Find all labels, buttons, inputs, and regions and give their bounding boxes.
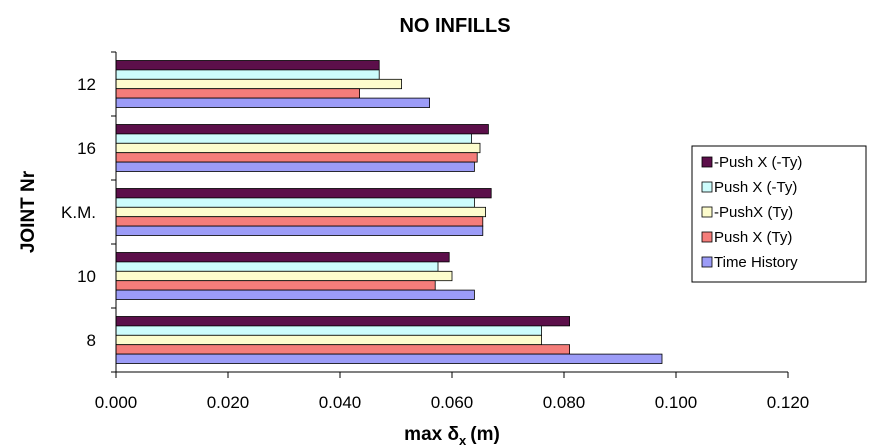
legend-label: -PushX (Ty) [714, 204, 793, 221]
bar [115, 216, 484, 227]
x-tick-label: 0.080 [543, 393, 586, 412]
x-axis-title: max δx (m) [404, 424, 500, 448]
bar [115, 206, 487, 218]
x-axis-title-unit: (m) [470, 424, 500, 445]
bar [115, 188, 492, 199]
x-tick-label: 0.000 [95, 393, 138, 412]
legend-label: Push X (Ty) [714, 229, 792, 246]
bar [115, 142, 481, 154]
y-axis-title: JOINT Nr [18, 170, 39, 253]
legend-swatch [701, 231, 713, 243]
bar [115, 60, 380, 71]
x-tick-label: 0.060 [431, 393, 474, 412]
bar [115, 161, 475, 172]
bar [115, 197, 475, 208]
legend-swatch [701, 156, 713, 168]
bar [115, 252, 450, 263]
bar [115, 133, 473, 144]
bar [115, 78, 403, 90]
y-tick-label: 12 [77, 75, 96, 94]
bar [115, 152, 478, 163]
bar [115, 270, 453, 282]
bar [115, 289, 475, 300]
bar [115, 261, 439, 272]
x-tick-label: 0.020 [207, 393, 250, 412]
x-axis-title-main: max δ [404, 424, 459, 445]
bar [115, 325, 543, 336]
bar [115, 88, 361, 99]
y-tick-label: 10 [77, 267, 96, 286]
legend-label: Time History [714, 254, 798, 271]
bar [115, 280, 436, 291]
y-tick-label: 16 [77, 139, 96, 158]
bar [115, 344, 571, 355]
legend-swatch [701, 256, 713, 268]
bar [115, 124, 489, 135]
bar [115, 316, 571, 327]
x-tick-label: 0.100 [655, 393, 698, 412]
y-tick-label: 8 [87, 331, 96, 350]
bar [115, 69, 380, 80]
chart-title: NO INFILLS [399, 15, 510, 37]
legend-swatch [701, 181, 713, 193]
legend-box [691, 145, 867, 283]
bar [115, 353, 663, 364]
legend: -Push X (-Ty) Push X (-Ty) -PushX (Ty) Push… [691, 145, 867, 283]
y-tick-label: K.M. [61, 203, 96, 222]
legend-swatch [701, 206, 713, 218]
legend-label: -Push X (-Ty) [714, 154, 802, 171]
x-tick-label: 0.120 [767, 393, 810, 412]
bar [115, 334, 543, 346]
bar [115, 225, 484, 236]
bar [115, 97, 431, 108]
plot-area: 12 16 K.M. 10 8 0.000 0.020 0.040 0.060 0.080 0.10… [61, 51, 810, 412]
legend-label: Push X (-Ty) [714, 179, 797, 196]
x-axis-title-subscript: x [459, 433, 467, 448]
x-tick-label: 0.040 [319, 393, 362, 412]
